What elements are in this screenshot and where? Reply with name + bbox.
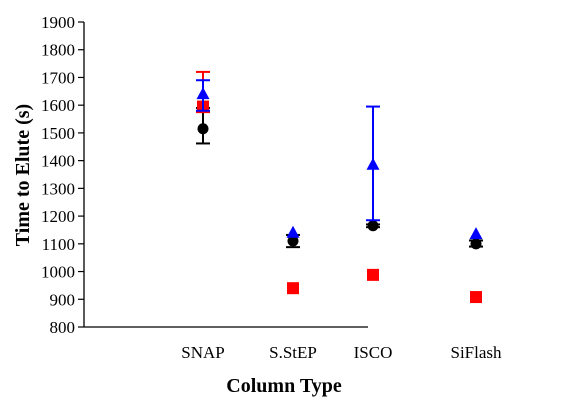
data-point-circle bbox=[197, 123, 209, 135]
data-point-triangle bbox=[366, 157, 380, 170]
data-point-square bbox=[367, 268, 379, 281]
axes bbox=[83, 22, 368, 328]
y-tick-label: 1900 bbox=[41, 13, 75, 32]
x-tick-label: S.StEP bbox=[269, 343, 317, 362]
series-triangle bbox=[196, 79, 483, 240]
x-tick-label: SiFlash bbox=[450, 343, 502, 362]
data-point-triangle bbox=[286, 225, 300, 238]
data-point-square bbox=[470, 291, 482, 304]
y-axis-title: Time to Elute (s) bbox=[12, 104, 34, 246]
data-point-triangle bbox=[196, 87, 210, 100]
y-tick-label: 1400 bbox=[41, 152, 75, 171]
y-tick-label: 1000 bbox=[41, 263, 75, 282]
data-point-circle bbox=[470, 238, 482, 250]
y-tick-label: 1500 bbox=[41, 124, 75, 143]
data-point-square bbox=[287, 282, 299, 295]
y-tick-label: 1100 bbox=[42, 235, 75, 254]
y-tick-label: 800 bbox=[50, 318, 76, 337]
x-ticks: SNAP S.StEP ISCO SiFlash bbox=[181, 343, 502, 362]
x-tick-label: SNAP bbox=[181, 343, 224, 362]
y-tick-label: 900 bbox=[50, 290, 76, 309]
y-tick-label: 1600 bbox=[41, 96, 75, 115]
series-circle bbox=[196, 106, 483, 250]
y-tick-label: 1700 bbox=[41, 68, 75, 87]
y-ticks: 800 900 1000 1100 1200 1300 1400 1500 1600 1700 18… bbox=[41, 13, 84, 337]
data-point-triangle bbox=[469, 227, 483, 240]
series-square bbox=[196, 70, 482, 304]
data-point-circle bbox=[367, 220, 379, 232]
plot-area bbox=[196, 70, 483, 304]
y-tick-label: 1300 bbox=[41, 179, 75, 198]
y-tick-label: 1800 bbox=[41, 41, 75, 60]
x-tick-label: ISCO bbox=[354, 343, 393, 362]
data-point-circle bbox=[287, 235, 299, 247]
x-axis-title: Column Type bbox=[226, 375, 342, 397]
y-tick-label: 1200 bbox=[41, 207, 75, 226]
